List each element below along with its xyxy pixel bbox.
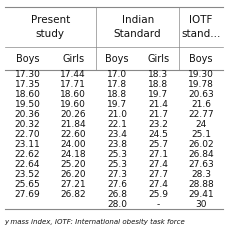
Text: 28.0: 28.0 bbox=[107, 200, 127, 209]
Text: Girls: Girls bbox=[147, 54, 169, 63]
Text: 27.6: 27.6 bbox=[107, 180, 127, 189]
Text: 17.44: 17.44 bbox=[61, 70, 86, 79]
Text: 22.60: 22.60 bbox=[61, 130, 86, 139]
Text: 19.78: 19.78 bbox=[188, 80, 214, 89]
Text: 25.65: 25.65 bbox=[15, 180, 40, 189]
Text: 23.2: 23.2 bbox=[148, 120, 168, 129]
Text: IOTF
stand...: IOTF stand... bbox=[181, 15, 220, 39]
Text: Indian
Standard: Indian Standard bbox=[114, 15, 162, 39]
Text: 25.7: 25.7 bbox=[148, 140, 168, 149]
Text: 25.1: 25.1 bbox=[191, 130, 211, 139]
Text: 27.7: 27.7 bbox=[148, 170, 168, 179]
Text: 20.36: 20.36 bbox=[15, 110, 40, 119]
Text: 22.70: 22.70 bbox=[15, 130, 40, 139]
Text: 23.4: 23.4 bbox=[107, 130, 127, 139]
Text: 23.11: 23.11 bbox=[15, 140, 40, 149]
Text: 28.3: 28.3 bbox=[191, 170, 211, 179]
Text: 27.21: 27.21 bbox=[61, 180, 86, 189]
Text: 25.3: 25.3 bbox=[107, 150, 127, 159]
Text: 21.0: 21.0 bbox=[107, 110, 127, 119]
Text: 21.7: 21.7 bbox=[148, 110, 168, 119]
Text: 19.7: 19.7 bbox=[107, 100, 127, 109]
Text: 26.20: 26.20 bbox=[61, 170, 86, 179]
Text: 17.35: 17.35 bbox=[14, 80, 40, 89]
Text: 28.88: 28.88 bbox=[188, 180, 214, 189]
Text: 18.8: 18.8 bbox=[148, 80, 169, 89]
Text: 25.9: 25.9 bbox=[148, 190, 168, 199]
Text: 24.5: 24.5 bbox=[148, 130, 168, 139]
Text: 20.26: 20.26 bbox=[61, 110, 86, 119]
Text: 20.32: 20.32 bbox=[15, 120, 40, 129]
Text: y mass index, IOTF: International obesity task force: y mass index, IOTF: International obesit… bbox=[4, 219, 185, 225]
Text: 21.4: 21.4 bbox=[148, 100, 168, 109]
Text: 26.02: 26.02 bbox=[188, 140, 214, 149]
Text: 18.60: 18.60 bbox=[60, 90, 86, 99]
Text: 26.82: 26.82 bbox=[61, 190, 86, 199]
Text: 27.4: 27.4 bbox=[148, 160, 168, 169]
Text: 17.0: 17.0 bbox=[107, 70, 127, 79]
Text: 27.1: 27.1 bbox=[148, 150, 168, 159]
Text: 23.52: 23.52 bbox=[15, 170, 40, 179]
Text: Boys: Boys bbox=[105, 54, 129, 63]
Text: 22.62: 22.62 bbox=[15, 150, 40, 159]
Text: 21.84: 21.84 bbox=[61, 120, 86, 129]
Text: 19.7: 19.7 bbox=[148, 90, 169, 99]
Text: 27.69: 27.69 bbox=[15, 190, 40, 199]
Text: Present
study: Present study bbox=[31, 15, 70, 39]
Text: 30: 30 bbox=[195, 200, 207, 209]
Text: 17.71: 17.71 bbox=[60, 80, 86, 89]
Text: Boys: Boys bbox=[16, 54, 39, 63]
Text: 18.3: 18.3 bbox=[148, 70, 169, 79]
Text: 18.8: 18.8 bbox=[107, 90, 127, 99]
Text: 17.8: 17.8 bbox=[107, 80, 127, 89]
Text: 22.77: 22.77 bbox=[188, 110, 214, 119]
Text: 19.60: 19.60 bbox=[60, 100, 86, 109]
Text: 19.50: 19.50 bbox=[14, 100, 40, 109]
Text: 18.60: 18.60 bbox=[14, 90, 40, 99]
Text: 17.30: 17.30 bbox=[14, 70, 40, 79]
Text: 24.00: 24.00 bbox=[61, 140, 86, 149]
Text: 22.64: 22.64 bbox=[15, 160, 40, 169]
Text: 25.20: 25.20 bbox=[61, 160, 86, 169]
Text: Girls: Girls bbox=[62, 54, 84, 63]
Text: 23.8: 23.8 bbox=[107, 140, 127, 149]
Text: 27.4: 27.4 bbox=[148, 180, 168, 189]
Text: 27.3: 27.3 bbox=[107, 170, 127, 179]
Text: -: - bbox=[157, 200, 160, 209]
Text: 24.18: 24.18 bbox=[61, 150, 86, 159]
Text: 20.63: 20.63 bbox=[188, 90, 214, 99]
Text: 26.84: 26.84 bbox=[188, 150, 214, 159]
Text: 25.3: 25.3 bbox=[107, 160, 127, 169]
Text: 24: 24 bbox=[195, 120, 207, 129]
Text: 29.41: 29.41 bbox=[188, 190, 214, 199]
Text: 19.30: 19.30 bbox=[188, 70, 214, 79]
Text: 26.8: 26.8 bbox=[107, 190, 127, 199]
Text: 27.63: 27.63 bbox=[188, 160, 214, 169]
Text: Boys: Boys bbox=[189, 54, 213, 63]
Text: 21.6: 21.6 bbox=[191, 100, 211, 109]
Text: 22.1: 22.1 bbox=[107, 120, 127, 129]
